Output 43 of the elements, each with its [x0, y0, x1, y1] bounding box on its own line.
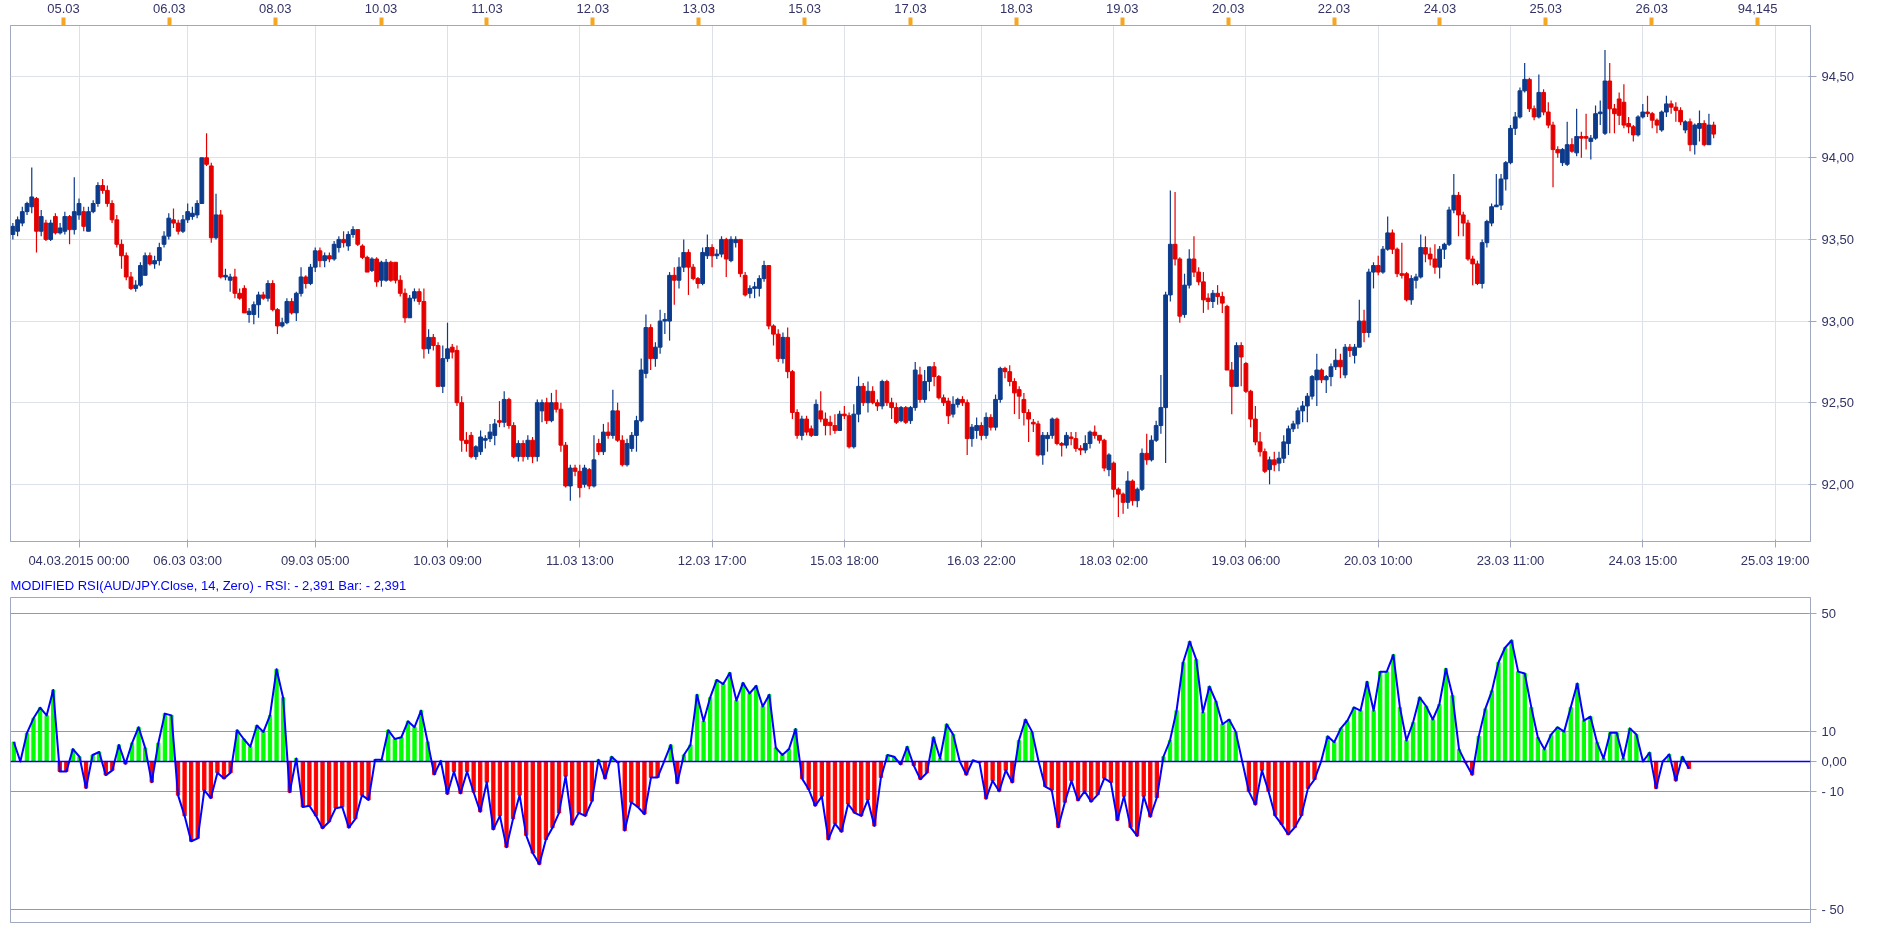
- chart-title: MODIFIED RSI(AUD/JPY.Close, 14, Zero) - RSI: - 2,391 Bar: - 2,391: [10, 577, 407, 593]
- text: 05.03: [47, 0, 80, 16]
- x-tick-label: 15.03 18:00: [810, 552, 879, 568]
- y-tick-label: 93,00: [1821, 313, 1855, 329]
- x-tick-label: 10.03 09:00: [413, 552, 482, 568]
- x-tick-label: 11.03 13:00: [545, 552, 614, 568]
- x-tick-label: 24.03 15:00: [1608, 552, 1678, 568]
- x-tick-label: 19.03 06:00: [1211, 552, 1281, 568]
- x-tick-label: 04.03.2015 00:00: [28, 552, 130, 568]
- text: 12.03: [576, 0, 610, 16]
- text: 18.03: [1000, 0, 1033, 16]
- y-tick-label: 10: [1821, 724, 1836, 740]
- text: 15.03: [788, 0, 821, 16]
- y-tick-label: 92,50: [1821, 395, 1855, 411]
- y-tick-label: 0,00: [1821, 753, 1847, 769]
- text: 25.03: [1529, 0, 1563, 16]
- x-tick-label: 20.03 10:00: [1343, 552, 1413, 568]
- text: 20.03: [1211, 0, 1245, 16]
- y-tick-label: - 50: [1821, 901, 1844, 917]
- text: 26.03: [1635, 0, 1668, 16]
- x-tick-label: 12.03 17:00: [677, 552, 747, 568]
- text: 94,145: [1737, 0, 1778, 16]
- text: 19.03: [1106, 0, 1139, 16]
- text: 06.03: [153, 0, 186, 16]
- y-tick-label: 93,50: [1821, 231, 1855, 247]
- x-tick-label: 09.03 05:00: [280, 552, 350, 568]
- text: 17.03: [894, 0, 927, 16]
- x-tick-label: 25.03 19:00: [1740, 552, 1810, 568]
- text: 24.03: [1423, 0, 1457, 16]
- text: 08.03: [258, 0, 292, 16]
- text: 13.03: [682, 0, 716, 16]
- text: 11.03: [471, 0, 503, 16]
- y-tick-label: 94,00: [1821, 150, 1855, 166]
- y-tick-label: - 10: [1821, 783, 1844, 799]
- x-tick-label: 23.03 11:00: [1476, 552, 1545, 568]
- x-tick-label: 06.03 03:00: [153, 552, 223, 568]
- x-tick-label: 16.03 22:00: [947, 552, 1016, 568]
- x-tick-label: 18.03 02:00: [1079, 552, 1148, 568]
- text: 22.03: [1317, 0, 1351, 16]
- y-tick-label: 92,00: [1821, 476, 1855, 492]
- text: 10.03: [364, 0, 398, 16]
- y-tick-label: 50: [1821, 606, 1836, 622]
- y-tick-label: 94,50: [1821, 68, 1855, 84]
